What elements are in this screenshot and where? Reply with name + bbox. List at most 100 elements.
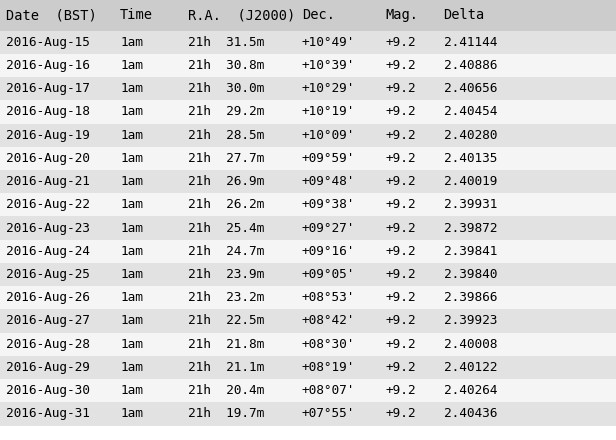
Bar (0, 286, 616, 309)
Text: Dec.: Dec. (302, 8, 335, 22)
Bar (0, 333, 616, 356)
Text: 1am: 1am (120, 361, 143, 374)
Text: +9.2: +9.2 (385, 291, 416, 304)
Text: R.A.  (J2000): R.A. (J2000) (188, 8, 295, 22)
Text: +9.2: +9.2 (385, 59, 416, 72)
Text: 2.39923: 2.39923 (444, 315, 497, 327)
Bar (0, 356, 616, 379)
Text: 2.39872: 2.39872 (444, 222, 497, 235)
Text: 2016-Aug-28: 2016-Aug-28 (6, 338, 90, 351)
Text: 2016-Aug-19: 2016-Aug-19 (6, 128, 90, 142)
Text: 2016-Aug-24: 2016-Aug-24 (6, 245, 90, 258)
Text: +9.2: +9.2 (385, 106, 416, 118)
Text: 2016-Aug-31: 2016-Aug-31 (6, 407, 90, 420)
Text: 2.40280: 2.40280 (444, 128, 497, 142)
Text: +09°27': +09°27' (302, 222, 355, 235)
Text: 1am: 1am (120, 407, 143, 420)
Text: 1am: 1am (120, 59, 143, 72)
Text: 2.40886: 2.40886 (444, 59, 497, 72)
Bar (0, 77, 616, 100)
Text: +9.2: +9.2 (385, 128, 416, 142)
Text: 2016-Aug-26: 2016-Aug-26 (6, 291, 90, 304)
Text: 1am: 1am (120, 291, 143, 304)
Text: Mag.: Mag. (385, 8, 418, 22)
Text: 2.40019: 2.40019 (444, 175, 497, 188)
Text: 2016-Aug-15: 2016-Aug-15 (6, 36, 90, 49)
Text: 1am: 1am (120, 198, 143, 211)
Text: 2.40008: 2.40008 (444, 338, 497, 351)
Bar (0, 170, 616, 193)
Text: 21h  24.7m: 21h 24.7m (188, 245, 264, 258)
Text: +9.2: +9.2 (385, 175, 416, 188)
Text: +08°19': +08°19' (302, 361, 355, 374)
Text: 1am: 1am (120, 128, 143, 142)
Text: +9.2: +9.2 (385, 338, 416, 351)
Text: +9.2: +9.2 (385, 198, 416, 211)
Text: 2016-Aug-21: 2016-Aug-21 (6, 175, 90, 188)
Text: 21h  25.4m: 21h 25.4m (188, 222, 264, 235)
Text: 21h  22.5m: 21h 22.5m (188, 315, 264, 327)
Bar (0, 0, 616, 30)
Bar (0, 216, 616, 240)
Text: 1am: 1am (120, 245, 143, 258)
Text: 21h  26.2m: 21h 26.2m (188, 198, 264, 211)
Text: 2016-Aug-27: 2016-Aug-27 (6, 315, 90, 327)
Text: +10°39': +10°39' (302, 59, 355, 72)
Bar (0, 31, 616, 54)
Text: 21h  20.4m: 21h 20.4m (188, 384, 264, 397)
Text: 2016-Aug-18: 2016-Aug-18 (6, 106, 90, 118)
Text: 2.39840: 2.39840 (444, 268, 497, 281)
Text: 1am: 1am (120, 175, 143, 188)
Text: +08°42': +08°42' (302, 315, 355, 327)
Text: +9.2: +9.2 (385, 36, 416, 49)
Text: 2.40264: 2.40264 (444, 384, 497, 397)
Text: +08°53': +08°53' (302, 291, 355, 304)
Text: 21h  26.9m: 21h 26.9m (188, 175, 264, 188)
Bar (0, 240, 616, 263)
Text: +9.2: +9.2 (385, 384, 416, 397)
Bar (0, 124, 616, 147)
Text: 21h  31.5m: 21h 31.5m (188, 36, 264, 49)
Text: 2.39866: 2.39866 (444, 291, 497, 304)
Text: +9.2: +9.2 (385, 222, 416, 235)
Text: 21h  23.9m: 21h 23.9m (188, 268, 264, 281)
Text: +9.2: +9.2 (385, 245, 416, 258)
Text: +9.2: +9.2 (385, 407, 416, 420)
Text: 2.41144: 2.41144 (444, 36, 497, 49)
Text: +10°09': +10°09' (302, 128, 355, 142)
Text: 21h  19.7m: 21h 19.7m (188, 407, 264, 420)
Text: 2016-Aug-20: 2016-Aug-20 (6, 152, 90, 165)
Text: 1am: 1am (120, 315, 143, 327)
Text: 2.40656: 2.40656 (444, 82, 497, 95)
Text: 1am: 1am (120, 222, 143, 235)
Text: 2016-Aug-17: 2016-Aug-17 (6, 82, 90, 95)
Text: 21h  28.5m: 21h 28.5m (188, 128, 264, 142)
Text: +09°59': +09°59' (302, 152, 355, 165)
Text: +10°19': +10°19' (302, 106, 355, 118)
Text: 21h  21.1m: 21h 21.1m (188, 361, 264, 374)
Bar (0, 193, 616, 216)
Text: 1am: 1am (120, 338, 143, 351)
Text: 1am: 1am (120, 36, 143, 49)
Text: 2.39931: 2.39931 (444, 198, 497, 211)
Text: 1am: 1am (120, 82, 143, 95)
Text: +9.2: +9.2 (385, 152, 416, 165)
Text: +10°49': +10°49' (302, 36, 355, 49)
Text: 21h  23.2m: 21h 23.2m (188, 291, 264, 304)
Text: 2016-Aug-23: 2016-Aug-23 (6, 222, 90, 235)
Bar (0, 263, 616, 286)
Text: 2016-Aug-30: 2016-Aug-30 (6, 384, 90, 397)
Text: +09°16': +09°16' (302, 245, 355, 258)
Text: 1am: 1am (120, 106, 143, 118)
Text: +9.2: +9.2 (385, 361, 416, 374)
Text: +9.2: +9.2 (385, 82, 416, 95)
Text: +08°30': +08°30' (302, 338, 355, 351)
Text: 2.40135: 2.40135 (444, 152, 497, 165)
Text: +10°29': +10°29' (302, 82, 355, 95)
Text: +09°05': +09°05' (302, 268, 355, 281)
Text: 1am: 1am (120, 384, 143, 397)
Text: +08°07': +08°07' (302, 384, 355, 397)
Text: 2.40122: 2.40122 (444, 361, 497, 374)
Text: +09°48': +09°48' (302, 175, 355, 188)
Text: Delta: Delta (444, 8, 485, 22)
